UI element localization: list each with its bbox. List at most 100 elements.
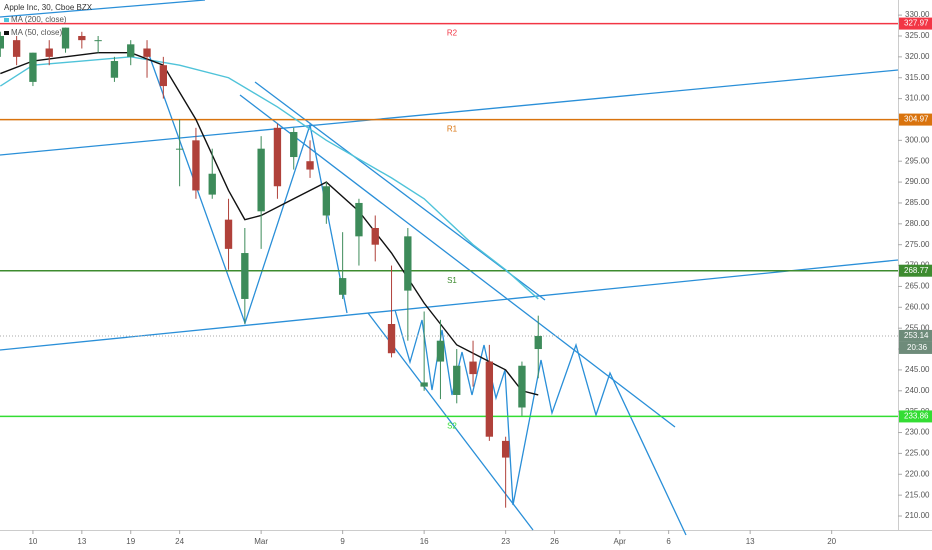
y-tick-label: 280.00 — [905, 219, 930, 228]
candle-body — [338, 278, 347, 295]
price-label: 327.97 — [904, 19, 929, 28]
chart-title: Apple Inc, 30, Cboe BZX — [4, 3, 93, 12]
countdown-bg — [899, 341, 932, 354]
candle-body — [322, 186, 331, 216]
levels: R2 R1 S1 S2 — [0, 22, 898, 431]
price-label-bg — [899, 264, 932, 277]
x-tick-label: 24 — [175, 537, 184, 546]
candle-body — [387, 324, 396, 354]
candle-body — [0, 35, 4, 49]
candle-body — [371, 227, 379, 245]
x-tick-label: 10 — [28, 537, 37, 546]
price-label: 268.77 — [904, 266, 929, 275]
candle-body — [241, 253, 249, 299]
y-tick-label: 255.00 — [905, 323, 930, 332]
candle-body — [12, 40, 21, 57]
legend-entry: MA (50, close) — [11, 28, 62, 37]
price-label-bg — [899, 113, 932, 126]
price-label: 304.97 — [904, 115, 929, 124]
y-tick-label: 215.00 — [905, 490, 930, 499]
x-tick-label: 9 — [340, 537, 345, 546]
candle-body — [110, 61, 119, 78]
y-tick-label: 330.00 — [905, 10, 930, 19]
trend-line — [0, 69, 899, 156]
y-tick-label: 320.00 — [905, 52, 930, 61]
candle-body — [273, 127, 282, 187]
y-tick-label: 245.00 — [905, 365, 930, 374]
x-tick-label: 23 — [501, 537, 510, 546]
candle-body — [436, 340, 445, 362]
trend-line — [0, 259, 899, 351]
y-tick-label: 240.00 — [905, 386, 930, 395]
y-tick-label: 220.00 — [905, 469, 930, 478]
y-tick-label: 290.00 — [905, 177, 930, 186]
candle-body — [534, 335, 542, 350]
candle-body — [143, 48, 151, 57]
candle-body — [257, 148, 265, 212]
x-tick-label: Apr — [614, 537, 627, 546]
trend-line — [239, 94, 676, 428]
candle-body — [518, 365, 526, 408]
legend-entry: MA (200, close) — [11, 15, 67, 24]
y-tick-label: 260.00 — [905, 302, 930, 311]
trend-lines — [0, 0, 899, 536]
legend-swatch — [4, 18, 9, 22]
x-tick-label: 13 — [77, 537, 86, 546]
price-label-bg — [899, 17, 932, 30]
price-label: 233.86 — [904, 412, 929, 421]
level-name: S1 — [447, 276, 457, 285]
price-labels: 327.97 304.97 268.77 233.86 253.14 20:36 — [899, 17, 932, 423]
candle-body — [420, 382, 428, 387]
y-tick-label: 285.00 — [905, 198, 930, 207]
candle-body — [469, 361, 477, 375]
candle-body — [501, 440, 510, 458]
y-tick-label: 210.00 — [905, 511, 930, 520]
x-tick-label: Mar — [254, 537, 268, 546]
y-tick-label: 300.00 — [905, 135, 930, 144]
x-tick-label: 19 — [126, 537, 135, 546]
price-label-bg — [899, 329, 932, 342]
candle-body — [45, 48, 53, 57]
y-tick-label: 275.00 — [905, 240, 930, 249]
price-label-bg — [899, 410, 932, 423]
candle-body — [175, 148, 184, 150]
y-tick-label: 265.00 — [905, 282, 930, 291]
candle-body — [78, 35, 86, 41]
candle-body — [159, 65, 167, 87]
ma-line — [0, 51, 539, 396]
candle-body — [453, 365, 461, 395]
candles — [0, 27, 542, 508]
y-tick-label: 310.00 — [905, 94, 930, 103]
level-name: R1 — [447, 125, 458, 134]
x-tick-label: 13 — [746, 537, 755, 546]
candle-body — [355, 202, 363, 237]
price-label: 253.14 — [904, 331, 929, 340]
y-tick-label: 315.00 — [905, 73, 930, 82]
y-tick-label: 230.00 — [905, 428, 930, 437]
candle-body — [404, 236, 412, 291]
y-tick-label: 295.00 — [905, 156, 930, 165]
level-name: R2 — [447, 29, 458, 38]
candle-body — [224, 219, 233, 249]
candle-body — [94, 40, 102, 42]
candle-body — [208, 173, 216, 195]
candle-body — [61, 27, 70, 49]
y-tick-label: 325.00 — [905, 31, 930, 40]
x-tick-label: 20 — [827, 537, 836, 546]
x-tick-label: 16 — [420, 537, 429, 546]
moving-averages — [0, 51, 539, 396]
candle-body — [192, 140, 200, 191]
candle-body — [306, 161, 314, 170]
level-name: S2 — [447, 422, 457, 431]
countdown: 20:36 — [907, 343, 928, 352]
candle-body — [127, 44, 135, 57]
candle-body — [485, 361, 494, 437]
legend-swatch — [4, 31, 9, 35]
candle-body — [29, 52, 37, 82]
legend: Apple Inc, 30, Cboe BZX MA (200, close) … — [4, 3, 93, 37]
ma-line — [0, 56, 539, 300]
x-tick-label: 6 — [666, 537, 671, 546]
y-tick-label: 225.00 — [905, 449, 930, 458]
